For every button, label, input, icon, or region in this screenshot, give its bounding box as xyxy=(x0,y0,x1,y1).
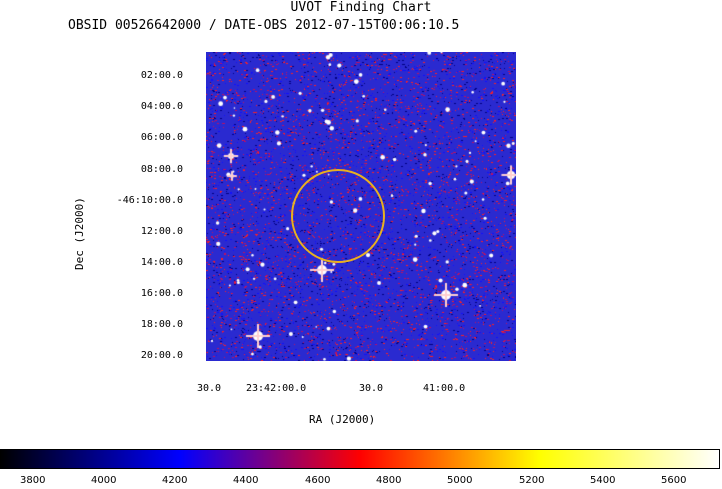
colorbar-tick-label: 5400 xyxy=(590,475,616,486)
x-tick-label: 30.0 xyxy=(359,383,384,394)
y-tick-label: 02:00.0 xyxy=(140,70,183,81)
y-axis-label: Dec (J2000) xyxy=(73,197,86,270)
sky-image xyxy=(206,52,516,361)
x-axis-label: RA (J2000) xyxy=(309,413,376,426)
y-tick-label: 04:00.0 xyxy=(140,101,183,112)
chart-subtitle: OBSID 00526642000 / DATE-OBS 2012-07-15T… xyxy=(68,18,460,33)
y-tick-label: -46:10:00.0 xyxy=(116,195,183,206)
y-tick-label: 06:00.0 xyxy=(140,132,183,143)
colorbar-tick-label: 5200 xyxy=(519,475,545,486)
x-tick-label: 23:42:00.0 xyxy=(246,383,307,394)
y-tick-label: 18:00.0 xyxy=(140,319,183,330)
x-tick-label: 41:00.0 xyxy=(423,383,466,394)
y-tick-label: 12:00.0 xyxy=(140,226,183,237)
y-tick-label: 20:00.0 xyxy=(140,350,183,361)
source-region-circle xyxy=(291,169,385,263)
colorbar-tick-label: 4400 xyxy=(233,475,259,486)
colorbar-tick-label: 5600 xyxy=(661,475,687,486)
colorbar-tick-label: 5000 xyxy=(447,475,473,486)
y-tick-label: 08:00.0 xyxy=(140,164,183,175)
colorbar-tick-label: 4200 xyxy=(162,475,188,486)
colorbar-tick-label: 3800 xyxy=(20,475,46,486)
colorbar-tick-label: 4000 xyxy=(91,475,117,486)
field-overlay xyxy=(291,169,385,263)
x-tick-label: 30.0 xyxy=(197,383,222,394)
colorbar-tick-label: 4600 xyxy=(305,475,331,486)
chart-title: UVOT Finding Chart xyxy=(290,0,432,15)
colorbar-tick-label: 4800 xyxy=(376,475,402,486)
colorbar xyxy=(0,449,720,469)
y-tick-label: 14:00.0 xyxy=(140,257,183,268)
y-tick-label: 16:00.0 xyxy=(140,288,183,299)
